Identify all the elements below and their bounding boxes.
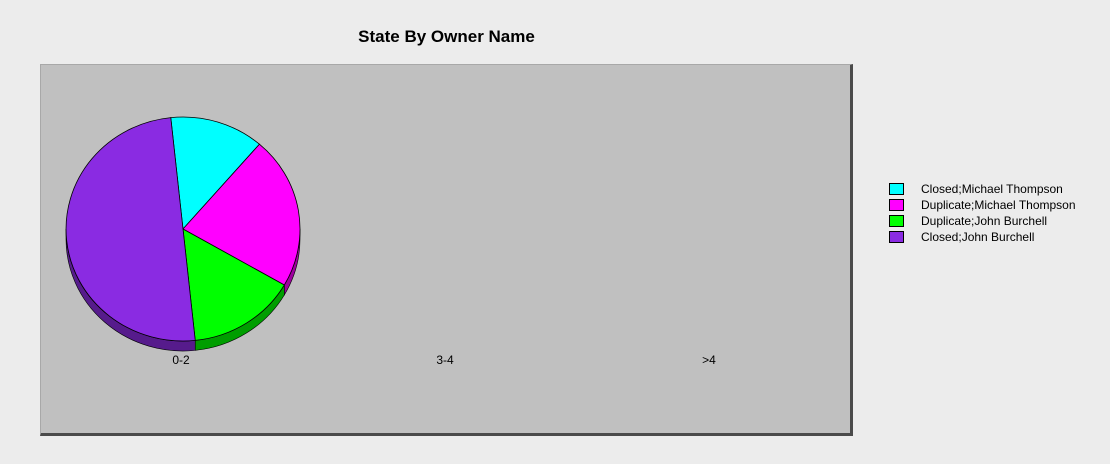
legend-label: Duplicate;John Burchell: [921, 214, 1048, 228]
pie-slice-3: [65, 117, 196, 342]
category-label-0-2: 0-2: [172, 353, 190, 367]
legend-swatch: [889, 231, 904, 243]
legend-item-closed-john-burchell: Closed;John Burchell: [889, 229, 1076, 245]
pie-slice-0: [170, 116, 261, 230]
legend-swatch: [889, 183, 904, 195]
legend-label: Closed;John Burchell: [921, 230, 1035, 244]
legend-label: Closed;Michael Thompson: [921, 182, 1063, 196]
pie-slice-2: [182, 228, 285, 341]
category-label-gt4: >4: [702, 353, 716, 367]
legend-label: Duplicate;Michael Thompson: [921, 198, 1076, 212]
chart-title: State By Owner Name: [358, 27, 535, 46]
legend-item-duplicate-john-burchell: Duplicate;John Burchell: [889, 213, 1076, 229]
legend: Closed;Michael Thompson Duplicate;Michae…: [889, 181, 1076, 245]
category-label-3-4: 3-4: [436, 353, 454, 367]
pie-slice-1: [182, 143, 301, 286]
legend-swatch: [889, 215, 904, 227]
legend-item-closed-michael-thompson: Closed;Michael Thompson: [889, 181, 1076, 197]
legend-item-duplicate-michael-thompson: Duplicate;Michael Thompson: [889, 197, 1076, 213]
legend-swatch: [889, 199, 904, 211]
